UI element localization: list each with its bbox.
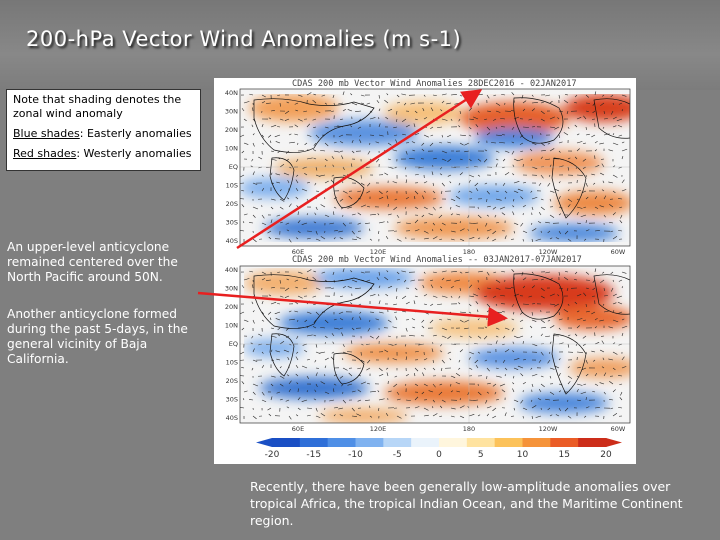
- lat-label: 40N: [225, 89, 238, 97]
- colorbar-label: 5: [478, 450, 484, 460]
- lon-label: 120E: [370, 425, 387, 433]
- lat-label: 20N: [225, 303, 238, 311]
- colorbar-label: 20: [600, 450, 612, 460]
- lon-label: 60E: [292, 248, 304, 256]
- colorbar-segment: [383, 438, 412, 447]
- lat-label: 10S: [226, 182, 238, 190]
- lat-label: 10N: [225, 145, 238, 153]
- lon-label: 180: [463, 425, 475, 433]
- lat-label: 20N: [225, 126, 238, 134]
- lat-label: 20S: [226, 377, 238, 385]
- colorbar-segment: [578, 438, 607, 447]
- lon-label: 120E: [370, 248, 387, 256]
- red-shades-label: Red shades: [13, 147, 77, 160]
- colorbar-segment: [272, 438, 301, 447]
- colorbar-end-left: [256, 438, 272, 447]
- lat-label: 30N: [225, 108, 238, 116]
- top-map: [240, 89, 630, 246]
- lat-label: 40S: [226, 414, 238, 422]
- lat-label: 30N: [225, 285, 238, 293]
- colorbar-segment: [299, 438, 329, 447]
- annotation-baja-california: Another anticyclone formed during the pa…: [7, 307, 188, 366]
- colorbar-label: -20: [265, 450, 280, 460]
- colorbar-segment: [355, 438, 384, 447]
- colorbar-label: -15: [306, 450, 321, 460]
- blue-shades-label: Blue shades: [13, 127, 80, 140]
- annotation-north-pacific: An upper-level anticyclone remained cent…: [7, 240, 178, 284]
- title-bar: [0, 0, 720, 90]
- colorbar-label: 10: [517, 450, 529, 460]
- blue-shades-note: Blue shades: Easterly anomalies: [13, 127, 194, 141]
- lon-label: 120W: [539, 425, 558, 433]
- colorbar-label: 15: [559, 450, 570, 460]
- colorbar: [256, 438, 622, 447]
- lon-label: 180: [463, 248, 475, 256]
- red-shades-text: : Westerly anomalies: [76, 147, 192, 160]
- colorbar-segment: [439, 438, 468, 447]
- lat-label: 40N: [225, 266, 238, 274]
- colorbar-label: -10: [348, 450, 363, 460]
- legend-note-box: Note that shading denotes the zonal wind…: [6, 89, 201, 171]
- lon-label: 60W: [611, 248, 626, 256]
- colorbar-label: 0: [436, 450, 442, 460]
- top-map-title: CDAS 200 mb Vector Wind Anomalies 28DEC2…: [292, 79, 577, 89]
- wind-anomaly-maps: 40N 30N 20N 10N EQ 10S 20S 30S 40S 40N 30N 20N 10N E…: [225, 88, 631, 460]
- lat-label: 30S: [226, 219, 238, 227]
- lat-label: EQ: [229, 340, 238, 348]
- lat-label: EQ: [229, 163, 238, 171]
- colorbar-label: -5: [393, 450, 402, 460]
- lat-label: 40S: [226, 237, 238, 245]
- colorbar-segment: [522, 438, 551, 447]
- bottom-summary: Recently, there have been generally low-…: [250, 479, 683, 528]
- bottom-map-title: CDAS 200 mb Vector Wind Anomalies -- 03J…: [292, 255, 582, 265]
- lat-label: 30S: [226, 396, 238, 404]
- colorbar-segment: [494, 438, 523, 447]
- red-shades-note: Red shades: Westerly anomalies: [13, 147, 194, 161]
- lon-label: 60W: [611, 425, 626, 433]
- colorbar-segment: [550, 438, 579, 447]
- slide-title: 200-hPa Vector Wind Anomalies (m s-1): [26, 27, 462, 51]
- blue-shades-text: : Easterly anomalies: [79, 127, 192, 140]
- colorbar-segment: [411, 438, 440, 447]
- lon-label: 60E: [292, 425, 304, 433]
- colorbar-end-right: [606, 438, 622, 447]
- bottom-map: [240, 266, 630, 423]
- lat-label: 10N: [225, 322, 238, 330]
- lon-label: 120W: [539, 248, 558, 256]
- note-text: Note that shading denotes the zonal wind…: [13, 93, 182, 120]
- lat-label: 20S: [226, 200, 238, 208]
- colorbar-segment: [327, 438, 356, 447]
- lat-label: 10S: [226, 359, 238, 367]
- map-panel: CDAS 200 mb Vector Wind Anomalies 28DEC2…: [214, 78, 636, 464]
- colorbar-segment: [466, 438, 496, 447]
